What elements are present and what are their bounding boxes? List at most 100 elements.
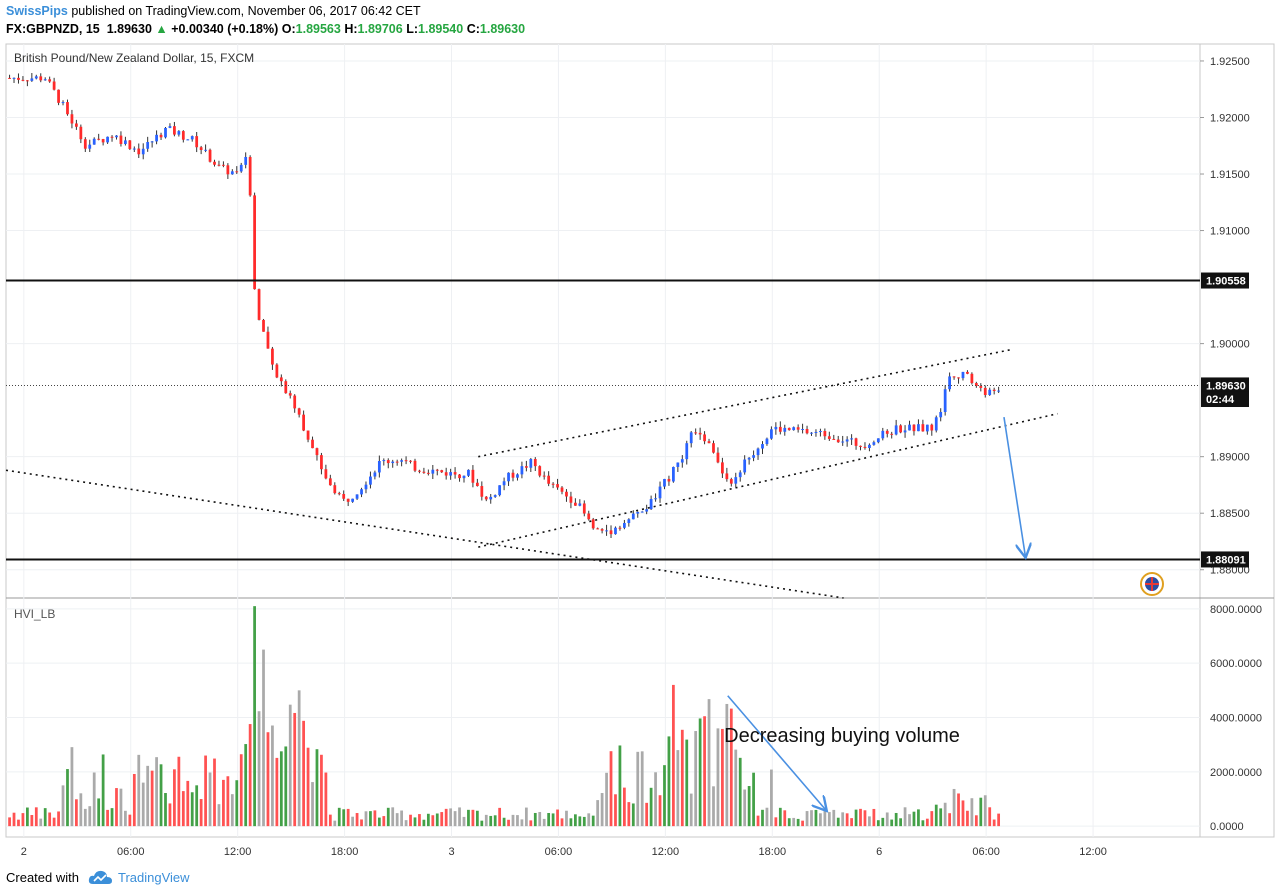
candle (721, 462, 724, 474)
candle (115, 135, 118, 138)
volume-bar (899, 818, 902, 827)
volume-bar (966, 810, 969, 827)
volume-bar (409, 814, 412, 827)
candle (703, 434, 706, 442)
candle (493, 495, 497, 497)
volume-bar (217, 804, 221, 827)
candle (582, 503, 586, 514)
symbol-label: FX:GBPNZD, 15 (6, 22, 100, 36)
candle (787, 427, 791, 431)
volume-bar (689, 793, 693, 827)
chart-overlays: Decreasing buying volume (5, 279, 1200, 810)
volume-bar (881, 817, 885, 827)
price-tick-label: 1.92000 (1210, 112, 1250, 124)
candle (894, 425, 898, 435)
symbol-line: FX:GBPNZD, 15 1.89630 ▲ +0.00340 (+0.18%… (6, 22, 525, 36)
open-label: O: (281, 22, 296, 36)
volume-bar (997, 813, 1001, 827)
volume-bar (814, 809, 818, 827)
volume-bar (957, 793, 960, 827)
candle (369, 476, 372, 485)
volume-bar (992, 819, 996, 827)
low-label: L: (406, 22, 419, 36)
high-label: H: (344, 22, 358, 36)
candle (827, 436, 831, 439)
candle (253, 195, 256, 290)
candle (573, 502, 577, 506)
volume-bar (823, 810, 827, 827)
tradingview-brand[interactable]: TradingView (118, 870, 190, 885)
volume-bar (435, 813, 439, 827)
volume-bar (743, 789, 747, 827)
volume-bar (640, 751, 644, 827)
volume-bar (360, 819, 363, 827)
candle (106, 136, 109, 143)
candle (364, 484, 368, 490)
volume-bar (453, 811, 457, 827)
volume-bar (774, 817, 778, 827)
volume-bar (596, 800, 600, 827)
volume-bar (792, 817, 796, 827)
x-tick-label: 6 (876, 846, 882, 858)
candle (159, 134, 163, 138)
author-name[interactable]: SwissPips (6, 4, 68, 18)
candle (712, 443, 715, 453)
candle (324, 469, 328, 479)
candle (890, 433, 894, 435)
candle (79, 126, 83, 140)
candle (311, 439, 314, 449)
candle (729, 479, 733, 484)
candle (676, 462, 680, 467)
candle (52, 81, 56, 90)
volume-bar (983, 795, 987, 827)
volume-bar (876, 820, 880, 827)
candle (377, 461, 381, 473)
candle (204, 149, 207, 151)
price-tick-label: 1.91000 (1210, 226, 1250, 238)
candle (698, 432, 702, 435)
candle (110, 136, 114, 138)
candle (805, 429, 809, 434)
volume-bar (333, 820, 337, 827)
volume-bar (948, 813, 951, 827)
candle (92, 138, 96, 145)
volume-bar (872, 808, 876, 827)
projection-arrow (1003, 416, 1025, 556)
volume-bar (890, 819, 894, 827)
chart-canvas[interactable]: Decreasing buying volume 2 06:00 12:00 18:0… (0, 42, 1280, 862)
volume-bar (244, 744, 248, 827)
candle (609, 530, 613, 535)
x-tick-label: 18:00 (331, 846, 359, 858)
volume-bar (511, 814, 515, 827)
volume-bar (132, 773, 136, 827)
chart-frame (5, 43, 1275, 838)
candle (836, 439, 840, 443)
volume-bar (315, 749, 319, 827)
candle (306, 430, 310, 440)
candle (899, 425, 902, 433)
volume-bar (164, 793, 167, 827)
volume-bar (190, 792, 194, 827)
candle (279, 377, 283, 382)
candle (164, 127, 167, 138)
candle (119, 135, 123, 144)
volume-bar (854, 809, 858, 827)
volume-bar (761, 809, 764, 827)
tradingview-cloud-icon[interactable] (88, 868, 114, 886)
candle (141, 148, 145, 155)
volume-bar (850, 818, 853, 827)
volume-bar (173, 769, 176, 827)
candle (355, 494, 359, 499)
candle (435, 469, 439, 471)
candles-group (8, 73, 1001, 538)
volume-bar (609, 751, 613, 827)
candle (640, 511, 644, 513)
candle (21, 79, 25, 81)
x-tick-label: 3 (448, 846, 454, 858)
close-value: 1.89630 (479, 22, 526, 36)
volume-bar (297, 690, 301, 827)
volume-bar (868, 816, 871, 827)
candle (337, 493, 341, 495)
price-label-box (1201, 551, 1249, 568)
candle (12, 77, 16, 79)
